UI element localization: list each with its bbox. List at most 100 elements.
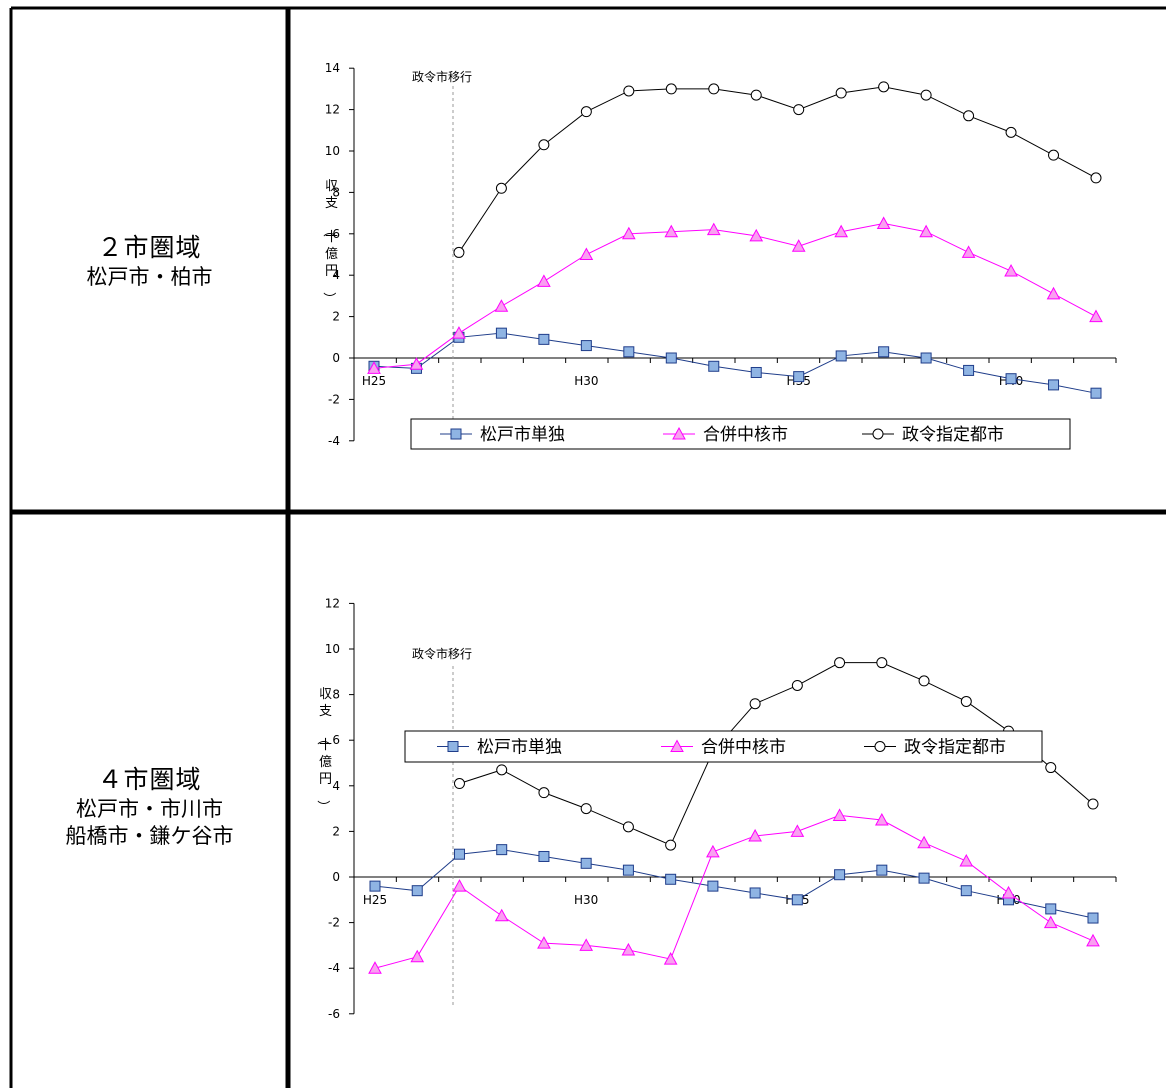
data-point-square xyxy=(580,857,592,869)
annotation-label: 政令市移行 xyxy=(412,646,472,661)
series-line-circle xyxy=(458,86,1097,253)
data-point-triangle xyxy=(579,247,594,260)
legend-marker-triangle xyxy=(672,426,686,440)
y-tick-label: -4 xyxy=(328,434,340,448)
y-tick-label: 2 xyxy=(332,310,340,324)
y-tick-label: 14 xyxy=(325,61,340,75)
x-tick-label: H25 xyxy=(362,374,386,388)
data-point-square xyxy=(708,360,720,372)
y-tick-label: -2 xyxy=(328,916,340,930)
legend-label: 合併中核市 xyxy=(701,738,786,758)
data-point-triangle xyxy=(537,936,551,949)
data-point-triangle xyxy=(961,245,976,258)
data-point-triangle xyxy=(1001,885,1016,899)
data-point-triangle xyxy=(876,216,891,229)
series-line-triangle xyxy=(373,222,1097,369)
legend-marker-triangle xyxy=(670,739,684,752)
data-point-triangle xyxy=(917,835,931,849)
legend-label: 合併中核市 xyxy=(703,425,788,445)
data-point-triangle xyxy=(537,274,551,287)
row-members: 松戸市・市川市 xyxy=(76,797,223,821)
data-point-square xyxy=(580,340,592,352)
data-point-square xyxy=(623,346,635,358)
data-point-triangle xyxy=(1043,915,1058,929)
data-point-square xyxy=(793,371,805,383)
y-tick-label: -6 xyxy=(328,1007,340,1021)
legend-label: 政令指定都市 xyxy=(904,738,1006,758)
data-point-triangle xyxy=(494,908,509,922)
legend-marker-square xyxy=(450,428,462,440)
data-point-circle xyxy=(496,764,508,776)
legend-marker-circle xyxy=(872,428,884,440)
data-point-square xyxy=(878,346,890,358)
y-tick-label: -2 xyxy=(328,392,340,406)
y-tick-label: 4 xyxy=(332,268,340,282)
data-point-square xyxy=(749,887,761,899)
data-point-square xyxy=(495,327,507,339)
data-point-circle xyxy=(920,89,932,101)
data-point-circle xyxy=(622,821,634,833)
data-point-triangle xyxy=(410,949,425,963)
data-point-square xyxy=(963,364,975,376)
y-tick-label: -4 xyxy=(328,961,340,975)
data-point-square xyxy=(1087,912,1099,924)
row-label-4city: ４市圏域 松戸市・市川市 船橋市・鎌ケ谷市 xyxy=(11,760,288,850)
data-point-square xyxy=(496,844,508,856)
data-point-circle xyxy=(580,803,592,815)
y-tick-label: 6 xyxy=(332,733,340,747)
legend-label: 松戸市単独 xyxy=(480,425,565,445)
data-point-triangle xyxy=(919,224,933,238)
y-tick-label: 6 xyxy=(332,227,340,241)
data-point-triangle xyxy=(790,824,805,837)
data-point-triangle xyxy=(621,226,636,240)
series-line-square xyxy=(374,849,1094,919)
data-point-circle xyxy=(1087,798,1099,810)
data-point-triangle xyxy=(874,812,889,826)
row-title: ４市圏域 xyxy=(97,765,202,794)
data-point-circle xyxy=(1045,762,1057,774)
data-point-triangle xyxy=(621,942,636,956)
data-point-circle xyxy=(708,83,720,95)
data-point-circle xyxy=(453,246,465,258)
data-point-circle xyxy=(495,182,507,194)
data-point-square xyxy=(369,880,381,892)
data-point-circle xyxy=(963,110,975,122)
data-point-square xyxy=(920,352,932,364)
data-point-triangle xyxy=(706,844,720,858)
data-point-circle xyxy=(1005,126,1017,138)
data-point-triangle xyxy=(834,224,849,238)
legend-marker-circle xyxy=(874,741,886,752)
series-line-triangle xyxy=(374,814,1094,969)
data-point-triangle xyxy=(791,239,806,252)
data-point-circle xyxy=(453,778,465,790)
x-tick-label: H30 xyxy=(574,893,598,907)
row-title: ２市圏域 xyxy=(97,233,202,262)
annotation-label: 政令市移行 xyxy=(412,69,472,84)
data-point-circle xyxy=(749,698,761,710)
data-point-square xyxy=(665,352,677,364)
data-point-triangle xyxy=(1046,286,1061,300)
data-point-square xyxy=(1048,379,1060,391)
data-point-triangle xyxy=(832,808,847,821)
data-point-triangle xyxy=(368,961,382,974)
data-point-square xyxy=(1045,903,1057,915)
data-point-square xyxy=(791,894,803,906)
data-point-triangle xyxy=(452,879,467,892)
y-tick-label: 0 xyxy=(332,351,340,365)
data-point-circle xyxy=(791,679,803,691)
legend-label: 松戸市単独 xyxy=(477,738,562,758)
data-point-circle xyxy=(580,106,592,118)
data-point-triangle xyxy=(452,326,466,339)
data-point-square xyxy=(622,864,634,876)
data-point-square xyxy=(834,869,846,881)
data-point-circle xyxy=(623,85,635,97)
row-members: 船橋市・鎌ケ谷市 xyxy=(65,824,234,848)
legend-box xyxy=(404,730,1043,763)
data-point-triangle xyxy=(1089,309,1103,323)
data-point-square xyxy=(538,333,550,345)
data-point-square xyxy=(876,864,888,876)
data-point-circle xyxy=(878,81,890,93)
data-point-circle xyxy=(1090,172,1102,184)
